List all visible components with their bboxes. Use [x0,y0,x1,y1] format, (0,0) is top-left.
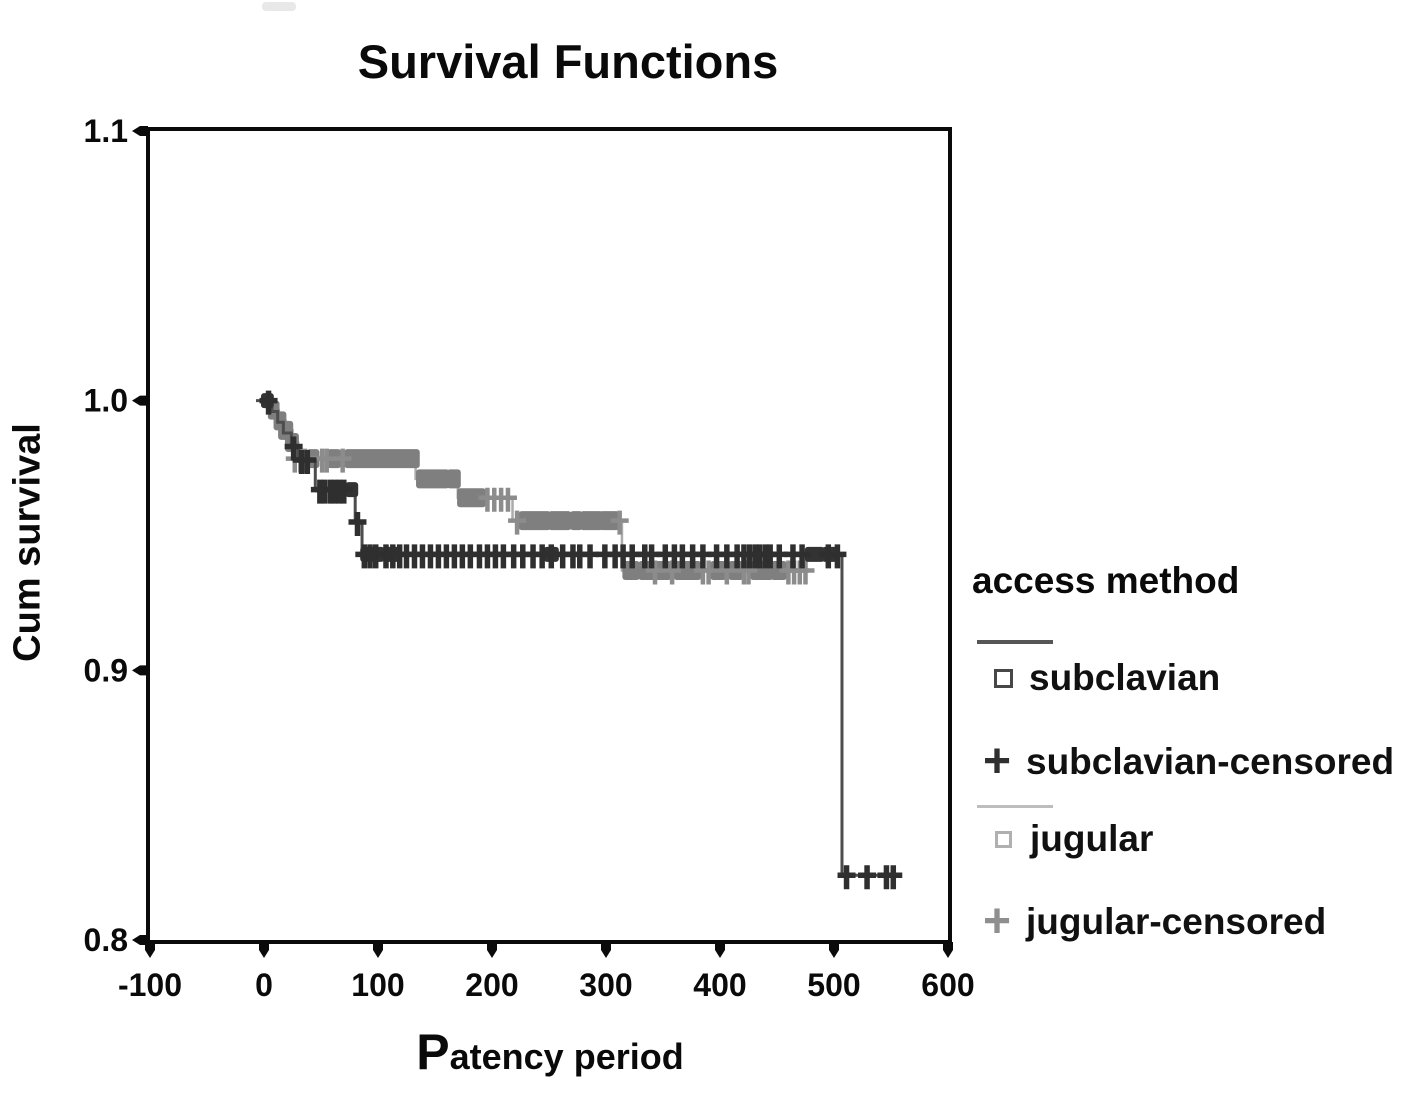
event-marker-square [580,511,604,531]
event-marker-square [804,546,825,562]
censored-plus-marker [699,560,718,585]
event-marker-square [569,511,583,531]
censored-plus-marker [828,544,847,569]
event-marker-square [446,469,461,489]
series-subclavian [256,390,903,890]
x-tick [145,942,155,958]
y-tick [132,665,148,676]
square-marker-icon [994,668,1013,688]
legend-label-subclavian: subclavian [1029,657,1221,698]
censored-plus-marker [334,479,353,504]
x-tick-label: 0 [255,967,273,1003]
censored-plus-marker [298,449,317,474]
y-tick-label: 1.1 [84,113,128,149]
x-tick-label: 300 [579,967,632,1003]
censored-plus-marker [284,436,303,461]
legend-title: access method [972,560,1240,601]
event-marker-square [622,561,640,581]
y-tick [132,395,148,406]
event-marker-square [457,488,486,508]
plus-marker-icon: + [982,895,1012,948]
censored-plus-marker [259,390,278,415]
event-marker-square [548,511,572,531]
event-marker-square [770,561,787,581]
event-marker-square [416,469,450,489]
censored-plus-marker [610,510,629,535]
x-tick [601,942,611,958]
censored-plus-marker [317,448,336,473]
censored-plus-marker [348,512,367,537]
censored-plus-marker [796,560,815,585]
scan-artifact [262,2,296,11]
legend-item-jugular-censored: + jugular-censored [972,895,1327,948]
series-jugular [259,399,815,585]
legend-label-subclavian-censored: subclavian-censored [1026,741,1395,782]
x-tick [715,942,725,958]
legend-line-jugular [977,805,1053,808]
censored-plus-marker [793,544,812,569]
y-tick-label: 0.9 [84,652,128,688]
y-tick-label: 0.8 [84,922,128,958]
censored-plus-marker [333,448,352,473]
censored-plus-marker [508,510,527,535]
figure-title: Survival Functions [357,35,779,88]
legend-item-subclavian-censored: + subclavian-censored [972,735,1395,788]
x-tick-label: 400 [693,967,746,1003]
x-tick [829,942,839,958]
x-tick-label: -100 [118,967,182,1003]
event-marker-square [344,449,420,469]
censored-plus-marker [858,865,877,890]
plus-marker-icon: + [982,735,1012,788]
y-axis-label: Cum survival [6,423,49,662]
y-tick-label: 1.0 [84,383,128,419]
x-tick-label: 600 [921,967,974,1003]
x-tick-label: 100 [351,967,404,1003]
event-marker-square [518,511,551,531]
censored-plus-marker [646,560,665,585]
x-tick-label: 200 [465,967,518,1003]
x-tick-label: 500 [807,967,860,1003]
x-tick [487,942,497,958]
legend-label-jugular: jugular [1030,818,1154,859]
legend-item-jugular: jugular [972,816,1153,862]
survival-step-line [256,399,899,877]
plot-frame [146,127,952,944]
y-tick [132,935,148,945]
event-marker-square [599,511,620,531]
legend-label-jugular-censored: jugular-censored [1026,901,1327,942]
x-axis-label-rest: atency period [449,1036,684,1077]
x-axis-label-initial: P [416,1024,450,1080]
legend-item-subclavian: subclavian [972,655,1220,701]
x-axis-label: Patency period [150,1027,950,1078]
y-tick [132,126,148,136]
legend-line-subclavian [977,640,1053,644]
x-tick [943,942,953,958]
x-tick [259,942,269,958]
censored-plus-marker [884,865,903,890]
x-tick [373,942,383,958]
censored-plus-marker [498,487,517,512]
square-marker-icon [995,830,1012,848]
censored-plus-marker [837,865,856,890]
